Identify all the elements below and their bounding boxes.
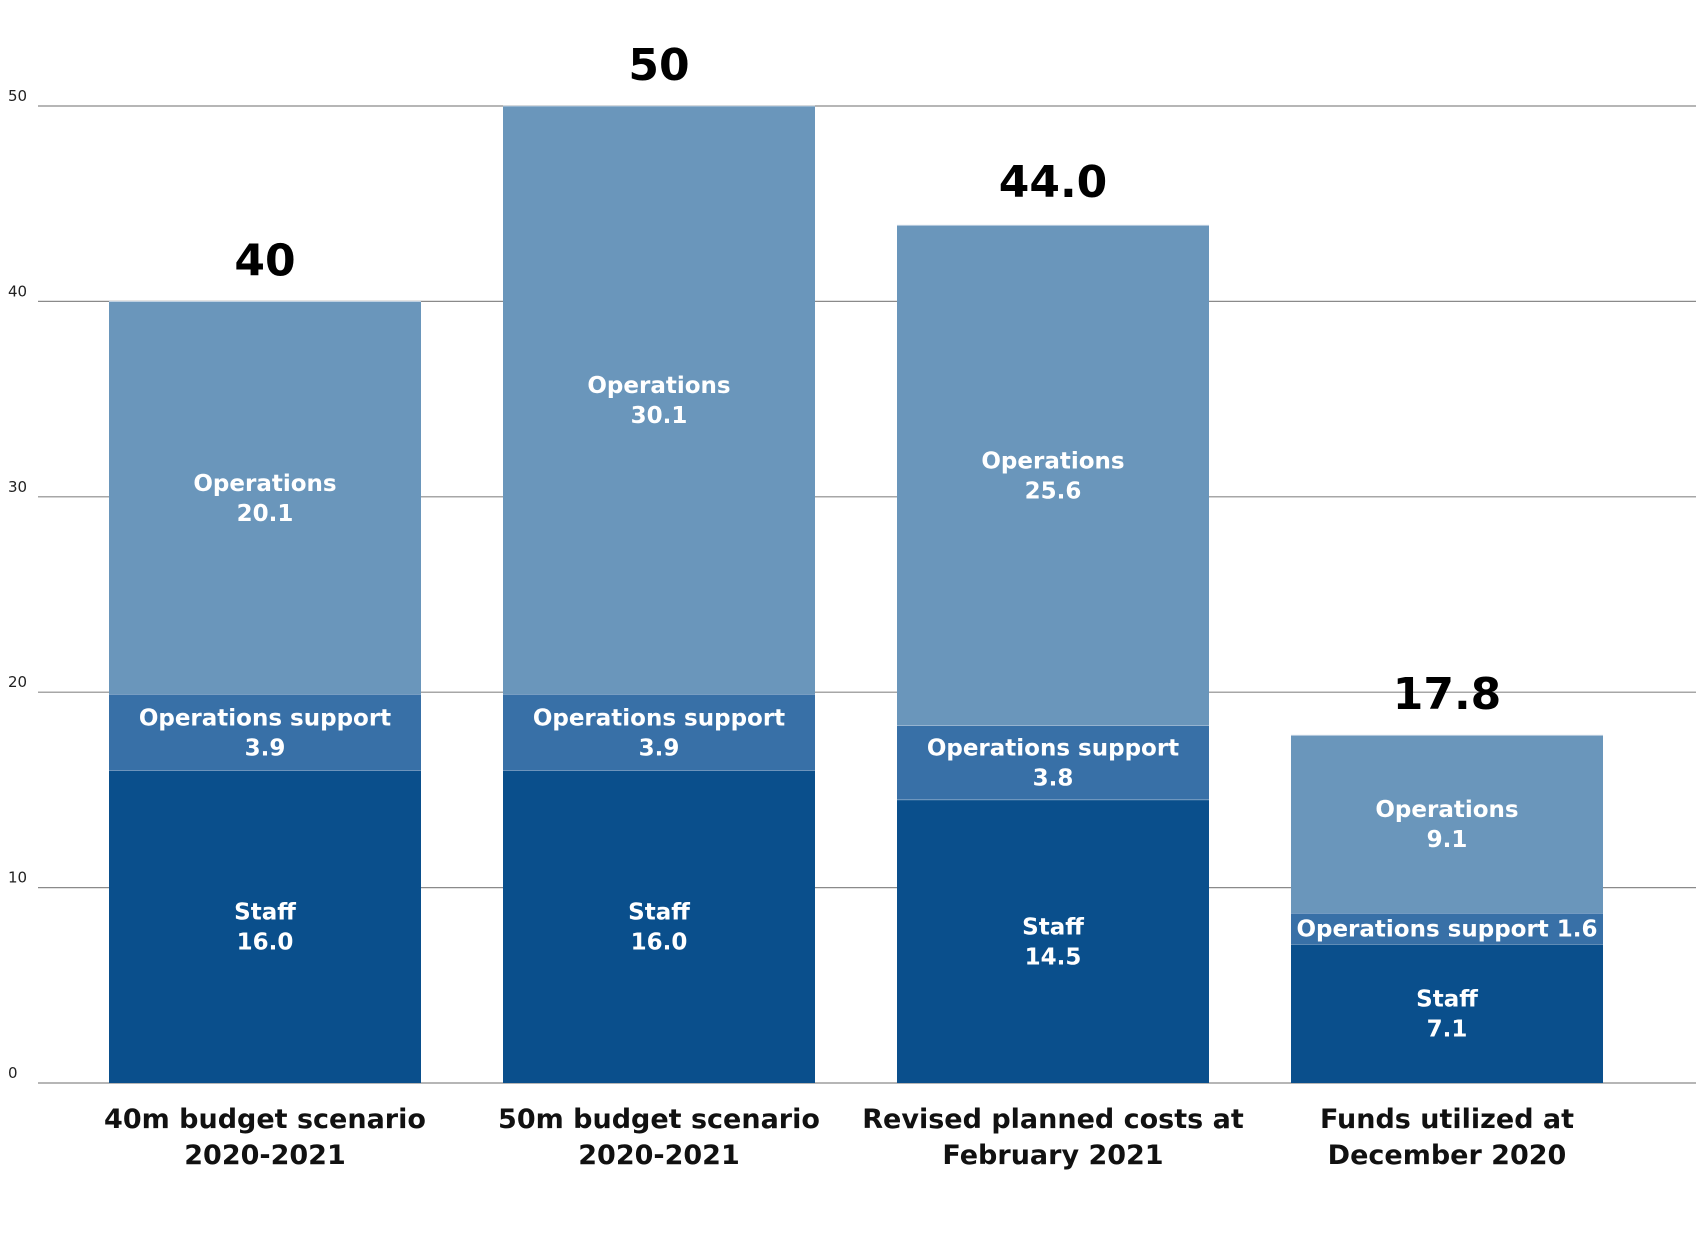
y-tick-label: 30 (8, 478, 27, 496)
category-label: Funds utilized at December 2020 (1320, 1104, 1574, 1171)
segment-label: Operations support 1.6 (1296, 917, 1597, 943)
bar-segment-staff (503, 770, 815, 1083)
bar-segment-operations-support (503, 694, 815, 771)
bar-segment-operations (1291, 735, 1603, 914)
bar-total-label: 44.0 (999, 157, 1108, 208)
bar-segment-staff (897, 799, 1209, 1083)
bar-segment-operations-support (897, 725, 1209, 800)
y-tick-label: 10 (8, 869, 27, 887)
segment-label: Operations support 3.9 (533, 705, 785, 761)
bar-segment-operations-support (109, 694, 421, 771)
category-label: 50m budget scenario 2020-2021 (498, 1104, 820, 1171)
bar-segment-staff (109, 770, 421, 1083)
y-tick-label: 40 (8, 282, 27, 300)
bar-total-label: 40 (234, 235, 295, 286)
segment-label: Staff 7.1 (1416, 987, 1478, 1043)
y-tick-label: 50 (8, 87, 27, 105)
bar-segment-operations (503, 106, 815, 695)
segment-label: Operations 30.1 (587, 373, 730, 429)
segment-label: Staff 16.0 (628, 900, 690, 956)
segment-label: Operations 25.6 (981, 448, 1124, 504)
segment-label: Staff 16.0 (234, 900, 296, 956)
y-tick-label: 0 (8, 1064, 18, 1082)
segment-label: Staff 14.5 (1022, 914, 1084, 970)
labels: Staff 16.0 Operations support 3.9 Operations… (104, 40, 1598, 1171)
segment-label: Operations support 3.9 (139, 705, 391, 761)
bar-segment-operations-support (1291, 913, 1603, 945)
bars (109, 105, 1603, 1083)
category-label: Revised planned costs at February 2021 (862, 1104, 1244, 1171)
bar-total-label: 50 (628, 40, 689, 91)
bar-segment-operations (897, 225, 1209, 726)
bar-segment-staff (1291, 944, 1603, 1083)
y-tick-label: 20 (8, 673, 27, 691)
bar-segment-operations (109, 301, 421, 695)
category-label: 40m budget scenario 2020-2021 (104, 1104, 426, 1171)
bar-total-label: 17.8 (1393, 669, 1502, 720)
segment-label: Operations support 3.8 (927, 736, 1179, 792)
segment-label: Operations 9.1 (1375, 797, 1518, 853)
segment-label: Operations 20.1 (193, 471, 336, 527)
